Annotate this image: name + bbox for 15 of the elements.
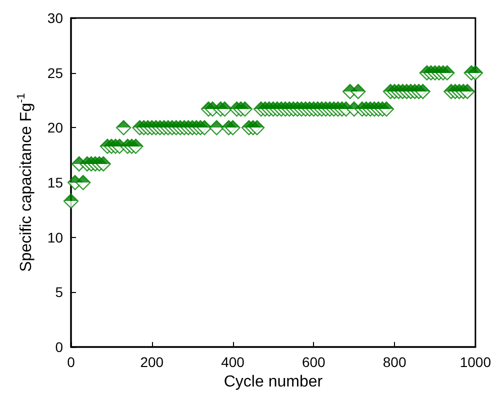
x-tick-label: 600 [302,354,326,370]
y-tick-label: 0 [55,339,64,355]
y-tick-label: 15 [47,174,64,190]
x-tick-label: 0 [67,354,76,370]
y-tick-label: 30 [47,10,64,26]
x-axis-title: Cycle number [224,373,324,390]
x-tick-label: 800 [382,354,406,370]
y-tick-label: 20 [47,120,64,136]
y-axis-title: Specific capacitance Fg-1 [16,93,35,272]
y-tick-label: 10 [47,229,64,246]
y-tick-label: 5 [55,284,64,300]
y-tick-label: 25 [47,64,64,81]
x-tick-label: 400 [221,354,245,370]
x-tick-label: 200 [140,354,164,370]
x-tick-label: 1000 [460,354,492,370]
